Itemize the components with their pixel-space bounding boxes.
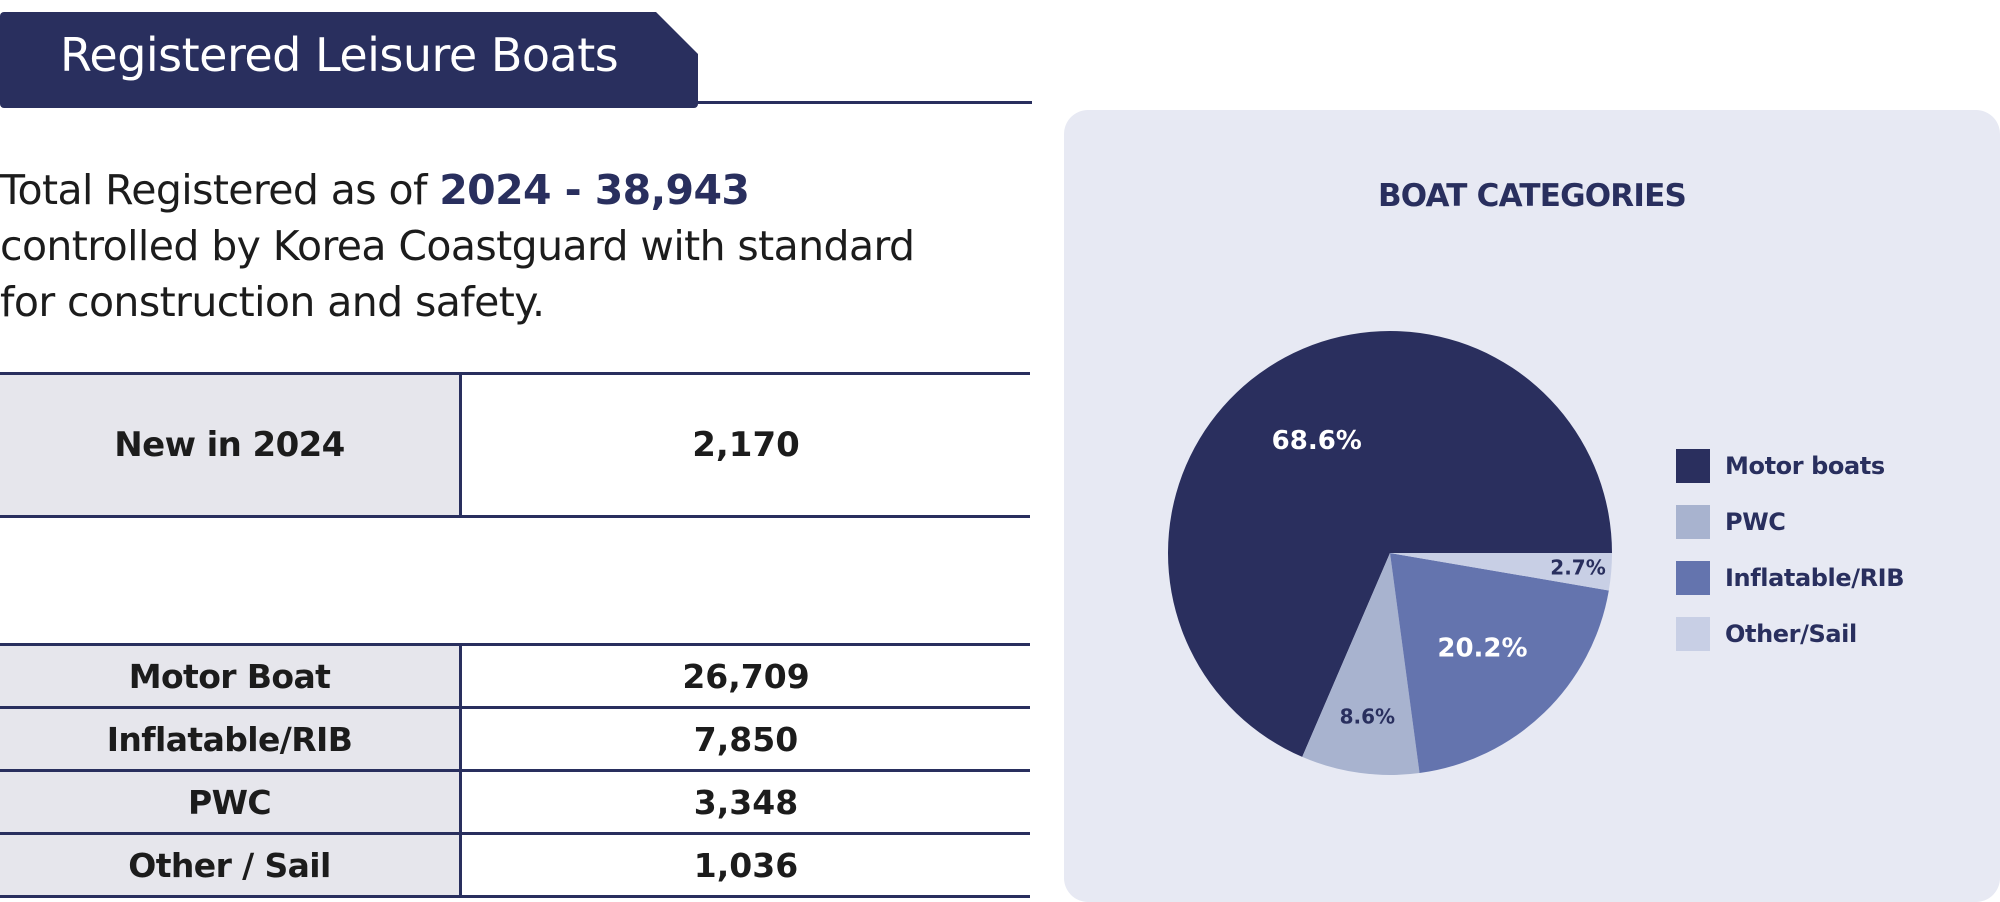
page-title: Registered Leisure Boats	[60, 28, 619, 82]
new-registrations-value: 2,170	[692, 425, 800, 465]
category-label: PWC	[0, 772, 462, 832]
legend-swatch	[1676, 561, 1710, 595]
pie-chart: 68.6% 8.6% 20.2% 2.7%	[1168, 331, 1612, 775]
intro-prefix: Total Registered as of	[0, 166, 440, 214]
pie-slice	[1168, 331, 1612, 757]
pie-data-label: 20.2%	[1437, 633, 1527, 663]
category-label: Motor Boat	[0, 646, 462, 706]
pie-data-label: 8.6%	[1340, 704, 1395, 728]
title-rule	[698, 101, 1032, 104]
legend-item: PWC	[1676, 494, 1904, 550]
legend-label: Other/Sail	[1725, 620, 1857, 648]
table-row: Other / Sail 1,036	[0, 835, 1030, 898]
new-registrations-table: New in 2024 2,170	[0, 372, 1030, 518]
table-row: Inflatable/RIB 7,850	[0, 709, 1030, 772]
category-value: 1,036	[693, 845, 799, 885]
intro-highlight: 2024 - 38,943	[439, 166, 750, 214]
legend-swatch	[1676, 505, 1710, 539]
pie-data-label: 68.6%	[1272, 426, 1362, 456]
legend-label: PWC	[1725, 508, 1786, 536]
intro-line-3: for construction and safety.	[0, 278, 545, 326]
legend-item: Other/Sail	[1676, 606, 1904, 662]
chart-legend: Motor boats PWC Inflatable/RIB Other/Sail	[1676, 438, 1905, 662]
category-value: 3,348	[693, 782, 799, 822]
new-registrations-label: New in 2024	[0, 375, 462, 515]
chart-title: BOAT CATEGORIES	[1377, 178, 1687, 214]
chart-panel: BOAT CATEGORIES 68.6% 8.6% 20.2% 2.7% Motor…	[1064, 110, 2000, 902]
pie-slice	[1390, 553, 1612, 591]
legend-label: Inflatable/RIB	[1725, 564, 1905, 592]
legend-swatch	[1676, 617, 1710, 651]
intro-text: Total Registered as of 2024 - 38,943 con…	[0, 162, 1010, 330]
category-label: Other / Sail	[0, 835, 462, 895]
category-value: 7,850	[693, 719, 799, 759]
category-counts-table: Motor Boat 26,709 Inflatable/RIB 7,850 P…	[0, 643, 1030, 898]
legend-swatch	[1676, 449, 1710, 483]
legend-item: Inflatable/RIB	[1676, 550, 1905, 606]
intro-line-2: controlled by Korea Coastguard with stan…	[0, 222, 915, 270]
legend-item: Motor boats	[1676, 438, 1904, 494]
pie-slice	[1302, 553, 1420, 775]
legend-label: Motor boats	[1725, 452, 1885, 480]
table-row: PWC 3,348	[0, 772, 1030, 835]
table-row: Motor Boat 26,709	[0, 646, 1030, 709]
pie-slice	[1390, 553, 1609, 774]
category-label: Inflatable/RIB	[0, 709, 462, 769]
intro-line-1: Total Registered as of 2024 - 38,943	[0, 162, 1010, 218]
category-value: 26,709	[682, 656, 810, 696]
pie-data-label: 2.7%	[1550, 555, 1605, 579]
title-banner	[0, 12, 698, 108]
